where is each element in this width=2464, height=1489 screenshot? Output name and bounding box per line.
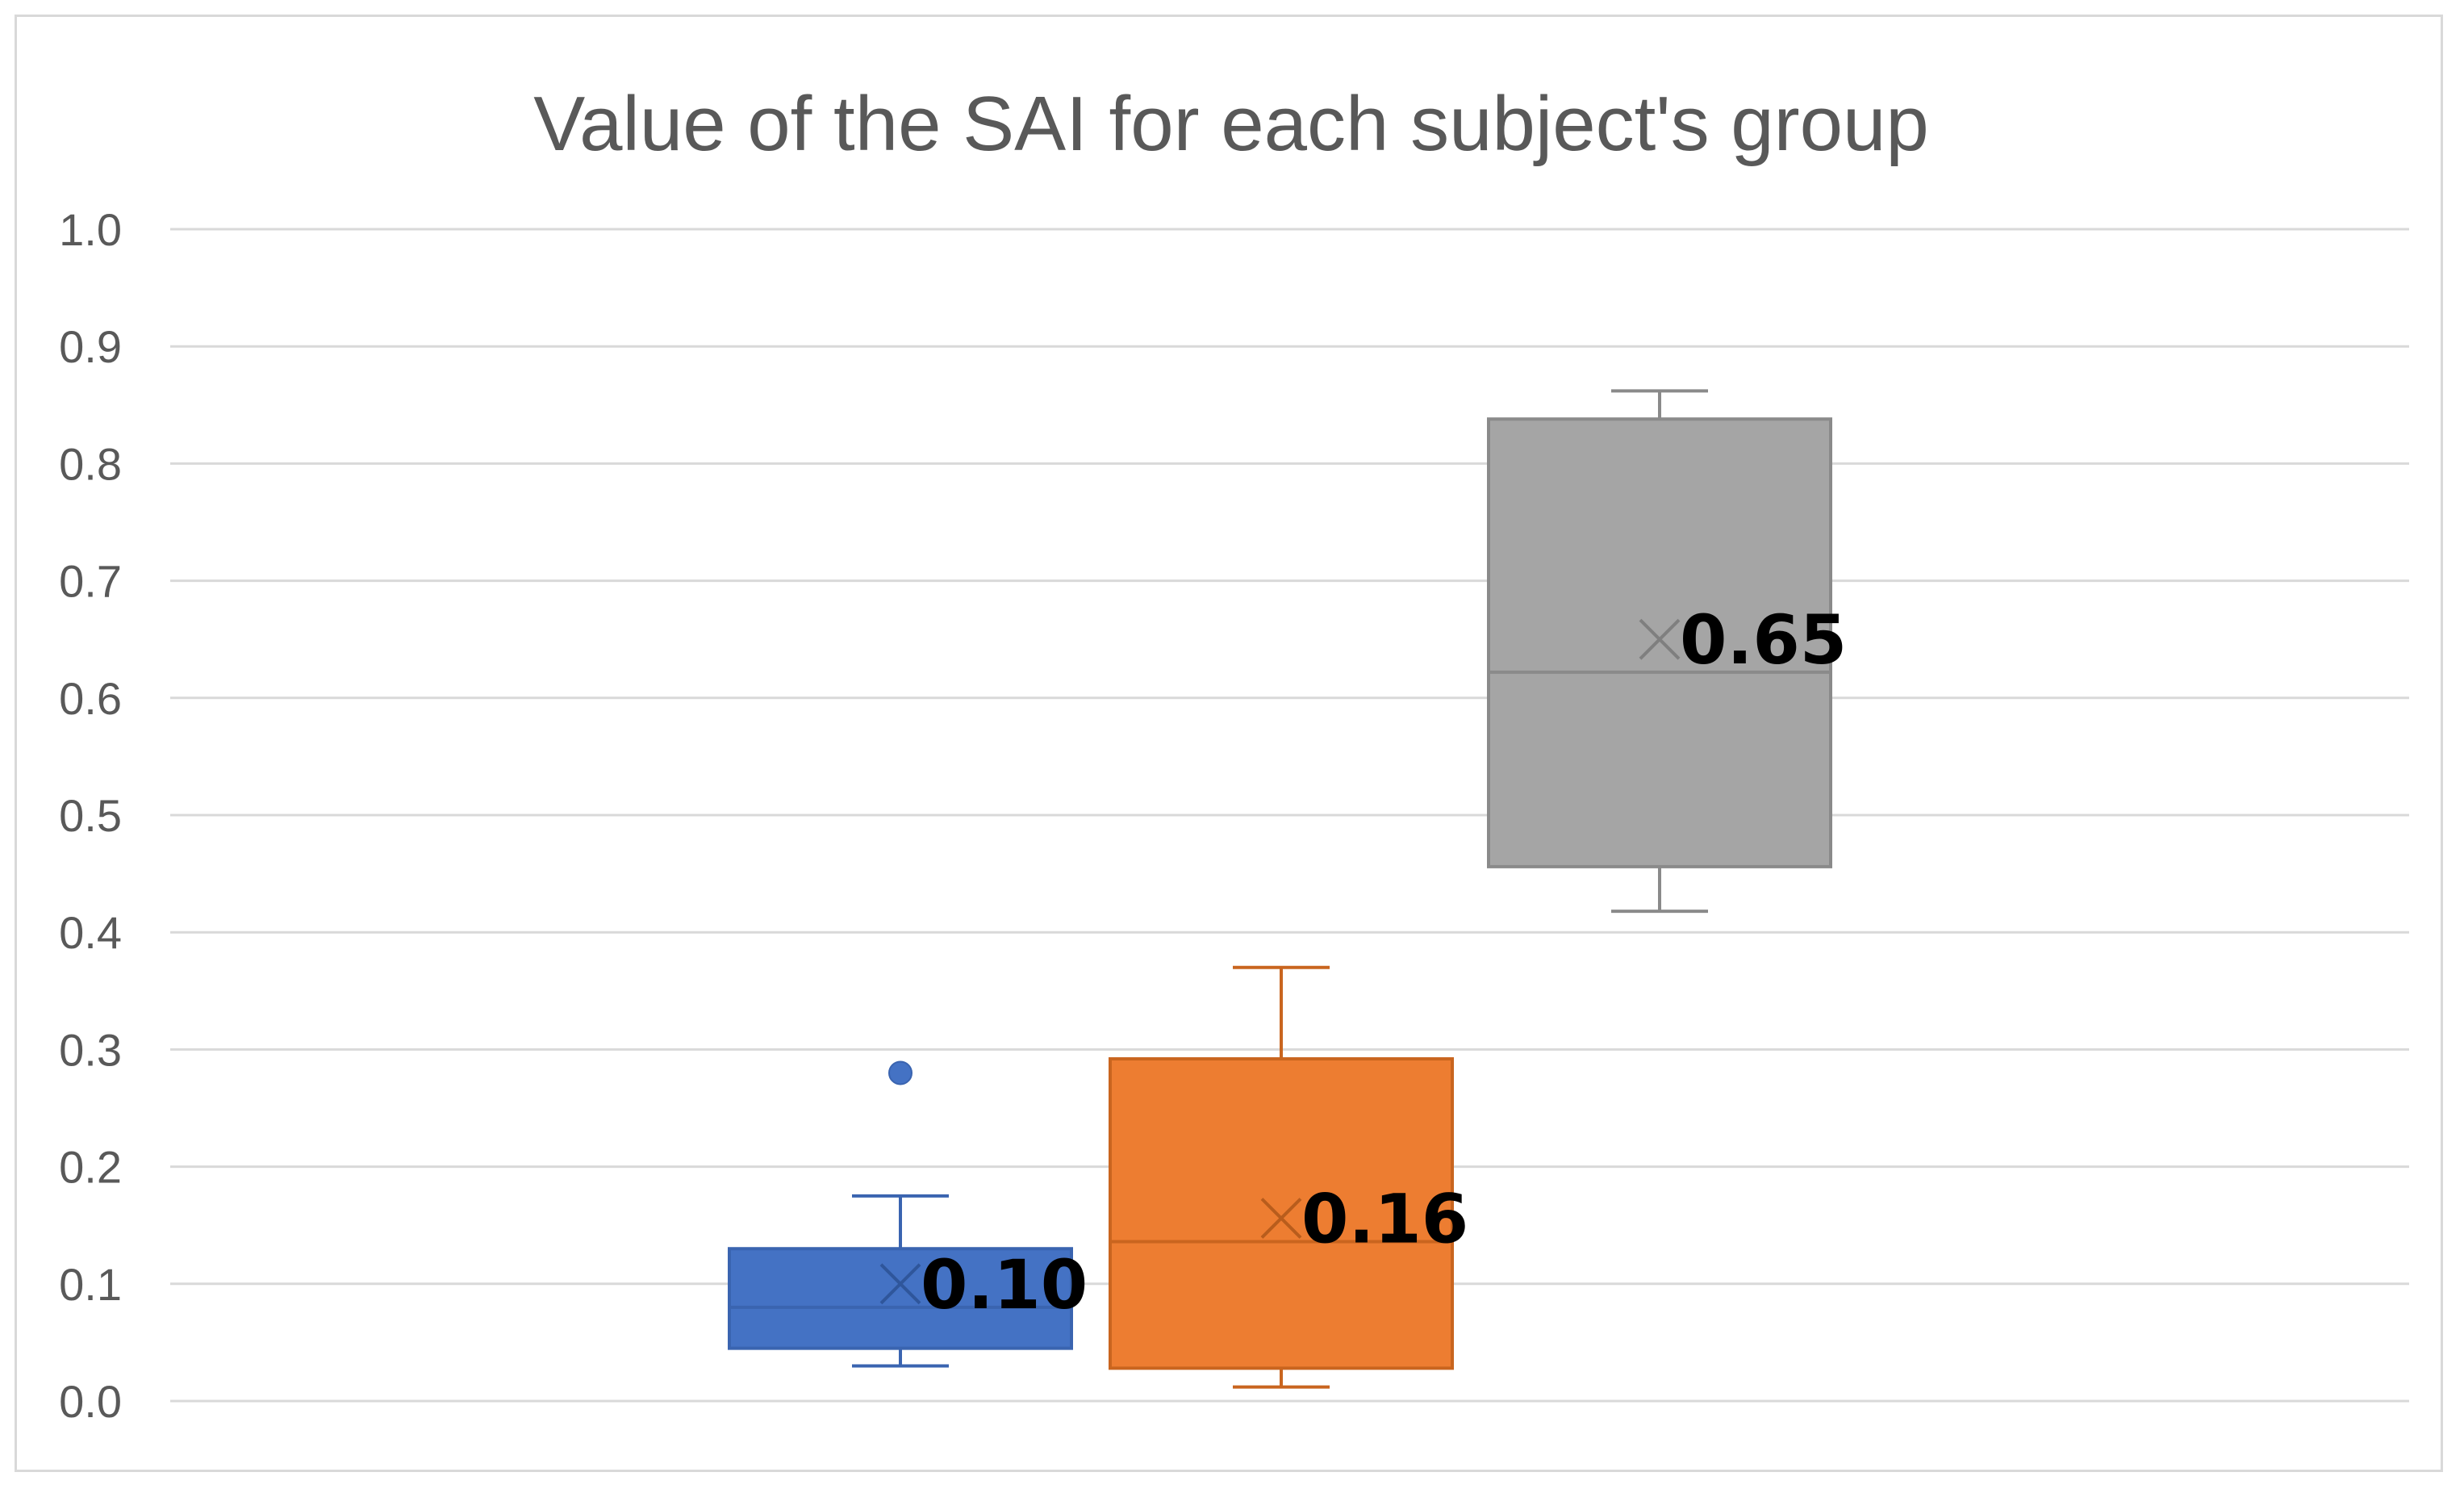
y-tick-label: 0.9 [59, 321, 122, 372]
mean-marker [1639, 618, 1681, 660]
y-tick-label: 0.1 [59, 1259, 122, 1310]
box-group-1: 0.10 [728, 1060, 1088, 1368]
iqr-box [1109, 1057, 1454, 1370]
y-tick-label: 0.7 [59, 556, 122, 607]
iqr-box [1487, 417, 1832, 868]
mean-marker [1260, 1198, 1302, 1239]
y-tick-label: 0.3 [59, 1024, 122, 1075]
y-tick-label: 0.5 [59, 790, 122, 841]
boxes: 0.10 0.16 0.65 [728, 389, 1847, 1389]
y-tick-label: 0.2 [59, 1142, 122, 1193]
chart-frame: Value of the SAI for each subject's grou… [15, 15, 2443, 1472]
outlier-point [888, 1060, 913, 1085]
chart-title: Value of the SAI for each subject's grou… [533, 81, 1929, 167]
y-axis-ticks: 0.0 0.1 0.2 0.3 0.4 0.5 0.6 0.7 0.8 0.9 1.0 [59, 204, 122, 1427]
box-group-2: 0.16 [1109, 965, 1468, 1389]
box-group-3: 0.65 [1487, 389, 1847, 914]
y-tick-label: 0.0 [59, 1376, 122, 1427]
gridlines [170, 228, 2409, 1403]
y-tick-label: 1.0 [59, 204, 122, 255]
y-tick-label: 0.6 [59, 673, 122, 724]
box-plot-chart: Value of the SAI for each subject's grou… [59, 81, 2409, 1427]
mean-data-label: 0.10 [921, 1245, 1088, 1324]
y-tick-label: 0.4 [59, 907, 122, 958]
y-tick-label: 0.8 [59, 438, 122, 489]
iqr-box [728, 1247, 1073, 1350]
mean-marker [879, 1263, 921, 1305]
mean-data-label: 0.65 [1680, 600, 1847, 680]
mean-data-label: 0.16 [1301, 1179, 1468, 1258]
